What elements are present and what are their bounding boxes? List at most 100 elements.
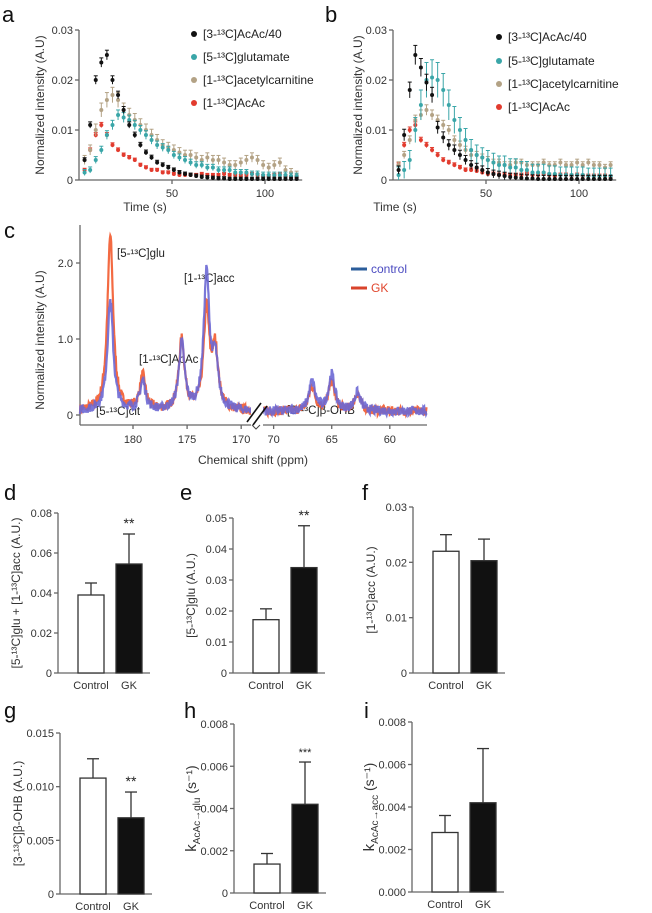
data-point bbox=[227, 168, 232, 172]
legend-label: [3-¹³C]AcAc/40 bbox=[203, 27, 282, 41]
data-point bbox=[558, 177, 563, 181]
data-point bbox=[255, 177, 260, 181]
legend-marker bbox=[191, 31, 197, 37]
data-point bbox=[143, 165, 148, 170]
y-tick-label: 0.008 bbox=[200, 719, 228, 731]
data-point bbox=[283, 168, 288, 172]
data-point bbox=[149, 168, 154, 172]
y-axis-label: kAcAc→acc (s⁻¹) bbox=[361, 763, 381, 852]
significance-marker: ** bbox=[124, 515, 135, 531]
data-point bbox=[132, 158, 137, 162]
data-point bbox=[110, 78, 115, 82]
y-axis-label: [1-¹³C]acc (A.U.) bbox=[364, 546, 378, 633]
data-point bbox=[216, 158, 221, 162]
data-point bbox=[446, 103, 451, 107]
data-point bbox=[402, 133, 407, 137]
data-point bbox=[233, 163, 238, 167]
x-tick-label: 175 bbox=[178, 434, 196, 446]
data-point bbox=[222, 160, 227, 165]
data-point bbox=[199, 158, 204, 162]
data-point bbox=[238, 160, 243, 165]
legend: [3-¹³C]AcAc/40 [5-¹³C]glutamate [1-¹³C]a… bbox=[496, 30, 619, 114]
data-point bbox=[227, 163, 232, 167]
data-point bbox=[289, 177, 294, 181]
data-point bbox=[530, 176, 535, 181]
data-point bbox=[244, 158, 249, 162]
data-point bbox=[541, 170, 546, 175]
data-point bbox=[480, 168, 485, 172]
data-point bbox=[597, 163, 602, 167]
bar-chart-f: 0 0.01 0.02 0.03 Control GK [1-¹³C]acc (A.U.) bbox=[364, 502, 505, 692]
data-point bbox=[608, 177, 613, 181]
data-point bbox=[608, 163, 613, 167]
y-axis-label-text: [1-¹³C]acc (A.U.) bbox=[364, 546, 378, 633]
data-point bbox=[457, 128, 462, 132]
y-tick-label: 0.05 bbox=[206, 513, 227, 525]
data-point bbox=[530, 170, 535, 175]
x-axis-label: Time (s) bbox=[123, 200, 167, 214]
legend-label: [1-¹³C]acetylcarnitine bbox=[508, 77, 619, 91]
bar-gk bbox=[290, 566, 318, 674]
data-point bbox=[446, 160, 451, 165]
y-axis-label-text: [3-¹³C]β-OHB (A.U.) bbox=[11, 761, 25, 867]
data-point bbox=[457, 165, 462, 170]
data-point bbox=[430, 75, 435, 80]
data-point bbox=[418, 103, 423, 107]
x-axis-label: Time (s) bbox=[373, 200, 417, 214]
data-point bbox=[402, 168, 407, 172]
data-point bbox=[497, 163, 502, 167]
x-tick-label: GK bbox=[123, 901, 140, 913]
data-point bbox=[160, 163, 165, 167]
y-axis-label: Normalized intensity (A.U) bbox=[33, 35, 47, 174]
data-point bbox=[541, 177, 546, 181]
data-point bbox=[469, 168, 474, 172]
data-point bbox=[563, 177, 568, 181]
data-point bbox=[233, 170, 238, 175]
data-point bbox=[166, 165, 171, 170]
data-point bbox=[82, 170, 87, 175]
axis-break-zigzag bbox=[251, 424, 261, 430]
data-point bbox=[149, 155, 154, 160]
data-point bbox=[210, 176, 215, 180]
bar-chart-g: 0 0.005 0.010 0.015 Control GK ** [3-¹³C]β-OHB … bbox=[11, 728, 152, 913]
data-point bbox=[160, 145, 165, 150]
y-tick-label: 0 bbox=[48, 889, 54, 901]
data-point bbox=[166, 170, 171, 175]
data-point bbox=[104, 98, 109, 102]
data-point bbox=[424, 143, 429, 147]
x-tick-label: 50 bbox=[166, 188, 178, 200]
data-point bbox=[266, 173, 271, 177]
data-point bbox=[116, 93, 121, 97]
data-point bbox=[407, 158, 412, 162]
y-axis-label-subscript: AcAc→acc bbox=[370, 795, 381, 844]
data-point bbox=[99, 108, 104, 112]
data-point bbox=[99, 60, 104, 65]
data-point bbox=[569, 177, 574, 181]
data-point bbox=[110, 93, 115, 97]
y-axis-label: Normalized intensity (A.U) bbox=[351, 35, 365, 174]
y-tick-label: 0.002 bbox=[378, 845, 406, 857]
y-axis-label: [5-¹³C]glu + [1-¹³C]acc (A.U.) bbox=[9, 517, 23, 668]
y-tick-label: 0.02 bbox=[386, 557, 407, 569]
data-point bbox=[603, 177, 608, 181]
data-point bbox=[446, 143, 451, 147]
data-point bbox=[143, 150, 148, 155]
legend-label: [5-¹³C]glutamate bbox=[203, 50, 290, 64]
x-tick-label: 65 bbox=[326, 434, 338, 446]
y-tick-label: 0.006 bbox=[378, 760, 406, 772]
y-tick-label: 0 bbox=[67, 410, 73, 422]
data-point bbox=[93, 128, 98, 132]
data-point bbox=[277, 160, 282, 165]
data-point bbox=[183, 172, 188, 176]
y-tick-label: 0.03 bbox=[206, 575, 227, 587]
data-point bbox=[199, 175, 204, 179]
data-point bbox=[99, 123, 104, 127]
data-point bbox=[261, 163, 266, 167]
x-axis-label: Chemical shift (ppm) bbox=[198, 453, 308, 467]
data-point bbox=[575, 177, 580, 181]
data-point bbox=[407, 88, 412, 92]
data-point bbox=[188, 153, 193, 157]
legend-label: [1-¹³C]AcAc bbox=[508, 100, 570, 114]
data-point bbox=[155, 160, 160, 165]
data-point bbox=[441, 135, 446, 140]
